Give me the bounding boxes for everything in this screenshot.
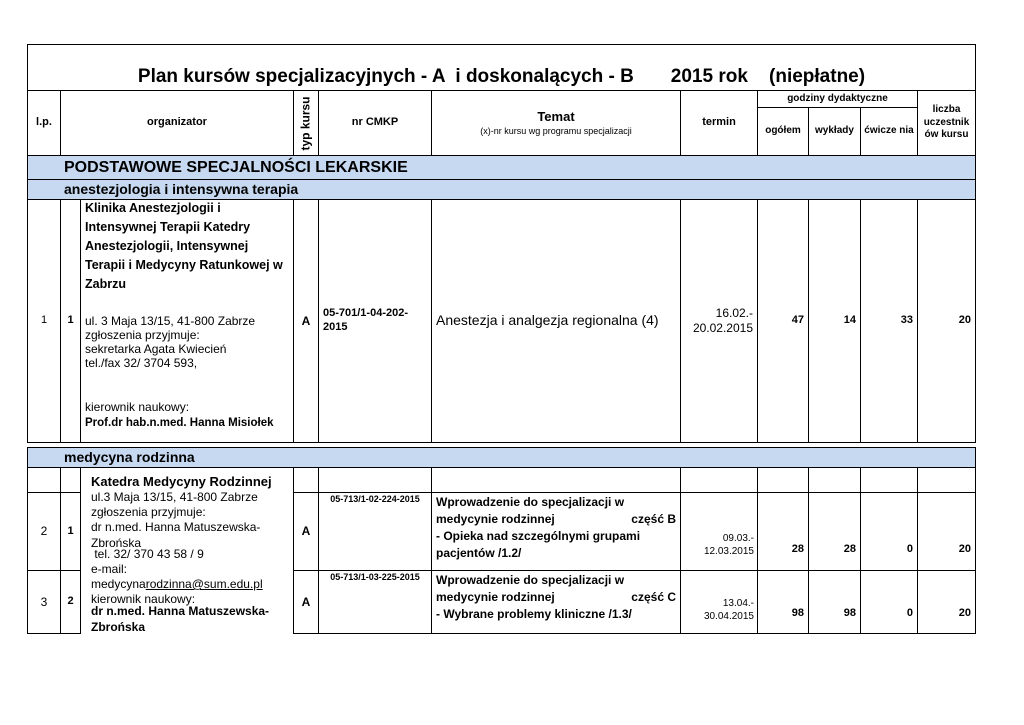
row3-temat3: - Wybrane problemy kliniczne /1.3/ — [436, 607, 632, 621]
row3-no: 2 — [60, 570, 81, 634]
email-part: medycyna — [91, 577, 146, 591]
header-lp: l.p. — [27, 90, 61, 156]
row3-wyklady: 98 — [808, 570, 861, 634]
empty-cell — [27, 467, 61, 493]
header-godziny: godziny dydaktyczne — [757, 90, 918, 108]
header-organizator: organizator — [60, 90, 294, 156]
row1-liczba: 20 — [917, 199, 976, 443]
row1-no: 1 — [60, 199, 81, 443]
row2-temat: Wprowadzenie do specjalizacji w medycynie… — [431, 492, 681, 571]
row3-typ: A — [293, 570, 319, 634]
row1-typ: A — [293, 199, 319, 443]
row2-temat3: - Opieka nad szczególnymi grupami pacjen… — [436, 529, 641, 560]
row1-org-l5: kierownik naukowy: — [85, 400, 190, 414]
row1-org-addr: ul. 3 Maja 13/15, 41-800 Zabrze — [85, 314, 256, 328]
row3-temat: Wprowadzenie do specjalizacji w medycynie… — [431, 570, 681, 634]
document-title: Plan kursów specjalizacyjnych - A i dosk… — [27, 44, 976, 91]
row3-lp: 3 — [27, 570, 61, 634]
row1-org-l4: tel./fax 32/ 3704 593, — [85, 356, 198, 370]
header-nr: nr CMKP — [318, 90, 432, 156]
row2-ogolem: 28 — [757, 492, 809, 571]
row1-org-l3: sekretarka Agata Kwiecień — [85, 342, 227, 356]
row3-termin: 13.04.- 30.04.2015 — [680, 570, 758, 634]
section-heading: PODSTAWOWE SPECJALNOŚCI LEKARSKIE — [27, 155, 976, 180]
subsection-medycyna-rodzinna: medycyna rodzinna — [27, 447, 976, 468]
org2-email[interactable]: medycynarodzinna@sum.edu.pl — [91, 577, 263, 593]
row3-temat1: Wprowadzenie do specjalizacji w — [436, 573, 625, 587]
empty-cell — [318, 467, 432, 493]
org2-l2: zgłoszenia przyjmuje: — [91, 505, 206, 519]
header-temat: Temat (x)-nr kursu wg programu specjaliza… — [431, 90, 681, 156]
email-link[interactable]: rodzinna@sum.edu.pl — [145, 577, 263, 591]
empty-cell — [917, 467, 976, 493]
header-temat-text: Temat — [537, 109, 575, 125]
row3-cwiczenia: 0 — [860, 570, 918, 634]
org2-name: Katedra Medycyny Rodzinnej — [91, 474, 272, 489]
row1-lp: 1 — [27, 199, 61, 443]
row3-ogolem: 98 — [757, 570, 809, 634]
header-ogolem: ogółem — [757, 107, 809, 156]
row2-no: 1 — [60, 492, 81, 571]
row2-temat1: Wprowadzenie do specjalizacji w — [436, 495, 625, 509]
row1-wyklady: 14 — [808, 199, 861, 443]
row2-czesc: część B — [631, 512, 676, 526]
row2-lp: 2 — [27, 492, 61, 571]
row1-temat: Anestezja i analgezja regionalna (4) — [431, 199, 681, 443]
row2-wyklady: 28 — [808, 492, 861, 571]
empty-cell — [431, 467, 681, 493]
org2-l8: dr n.med. Hanna Matuszewska-Zbrońska — [91, 604, 270, 634]
empty-cell — [680, 467, 758, 493]
row3-nr: 05-713/1-03-225-2015 — [318, 570, 432, 634]
row2-typ: A — [293, 492, 319, 571]
row1-nr: 05-701/1-04-202-2015 — [318, 199, 432, 443]
row1-org-l6: Prof.dr hab.n.med. Hanna Misiołek — [85, 417, 274, 429]
row1-org-l2: zgłoszenia przyjmuje: — [85, 328, 200, 342]
header-temat-sub: (x)-nr kursu wg programu specjalizacji — [480, 125, 632, 136]
header-wyklady: wykłady — [808, 107, 861, 156]
row1-termin: 16.02.- 20.02.2015 — [680, 199, 758, 443]
row2-nr: 05-713/1-02-224-2015 — [318, 492, 432, 571]
row1-ogolem: 47 — [757, 199, 809, 443]
empty-cell — [757, 467, 809, 493]
org2-l4: tel. 32/ 370 43 58 / 9 — [91, 547, 204, 561]
row1-org-name: Klinika Anestezjologii i Intensywnej Ter… — [85, 201, 283, 291]
header-typ: typ kursu — [293, 90, 319, 156]
row1-cwiczenia: 33 — [860, 199, 918, 443]
empty-cell — [60, 467, 81, 493]
row2-liczba: 20 — [917, 492, 976, 571]
org2-l3: dr n.med. Hanna Matuszewska-Zbrońska — [91, 520, 261, 550]
org2-l7: kierownik naukowy: — [91, 592, 196, 606]
row2-termin: 09.03.- 12.03.2015 — [680, 492, 758, 571]
empty-cell — [808, 467, 861, 493]
empty-cell — [860, 467, 918, 493]
subsection-anestezjologia: anestezjologia i intensywna terapia — [27, 179, 976, 200]
row3-liczba: 20 — [917, 570, 976, 634]
row2-cwiczenia: 0 — [860, 492, 918, 571]
org2-l1: ul.3 Maja 13/15, 41-800 Zabrze — [91, 490, 258, 504]
header-liczba: liczba uczestnik ów kursu — [917, 90, 976, 156]
row3-temat2: medycynie rodzinnej — [436, 590, 555, 604]
empty-cell — [293, 467, 319, 493]
title-text: Plan kursów specjalizacyjnych - A i dosk… — [137, 66, 866, 88]
header-termin: termin — [680, 90, 758, 156]
row3-czesc: część C — [631, 590, 676, 604]
header-cwiczenia: ćwicze nia — [860, 107, 918, 156]
row2-temat2: medycynie rodzinnej — [436, 512, 555, 526]
header-typ-text: typ kursu — [298, 95, 313, 151]
org2-l5: e-mail: — [91, 562, 128, 576]
